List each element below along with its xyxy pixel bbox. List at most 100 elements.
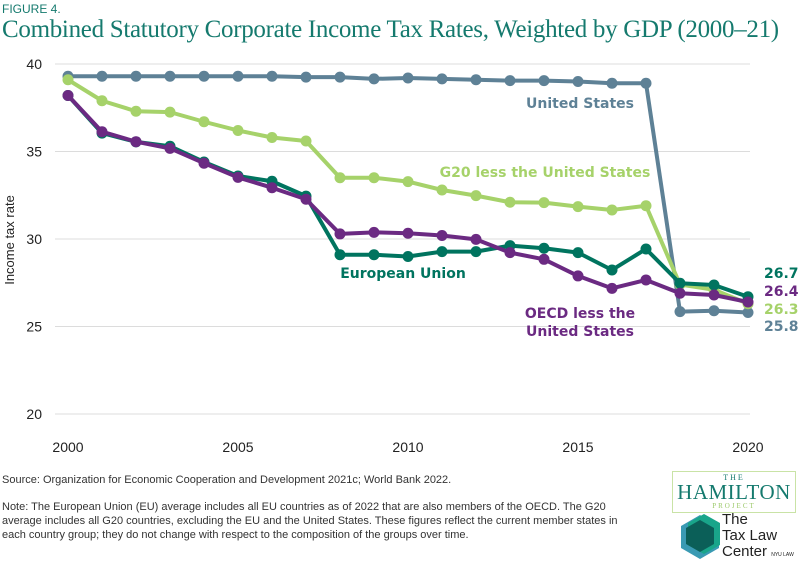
data-point	[436, 246, 448, 258]
data-point	[334, 228, 346, 240]
series-label: G20 less the United States	[440, 165, 651, 181]
data-point	[130, 105, 142, 117]
end-value-label: 25.8	[764, 319, 799, 335]
data-point	[164, 70, 176, 82]
data-point	[708, 305, 720, 317]
data-point	[368, 73, 380, 85]
logo-text: Tax Law	[722, 527, 778, 544]
data-point	[538, 242, 550, 254]
data-point	[708, 279, 720, 291]
data-point	[640, 200, 652, 212]
x-tick-label: 2005	[222, 439, 253, 455]
data-point	[368, 172, 380, 184]
data-point	[470, 246, 482, 258]
note-text: Note: The European Union (EU) average in…	[2, 501, 618, 541]
data-point	[606, 204, 618, 216]
y-tick-label: 20	[26, 406, 42, 422]
logo-text: THE	[673, 473, 795, 482]
data-point	[62, 74, 74, 86]
data-point	[300, 193, 312, 205]
data-point	[674, 287, 686, 299]
data-point	[198, 157, 210, 169]
data-point	[436, 230, 448, 241]
data-point	[436, 184, 448, 196]
data-point	[198, 116, 210, 128]
x-tick-label: 2010	[392, 439, 423, 455]
x-tick-label: 2015	[562, 439, 593, 455]
x-tick-label: 2020	[732, 439, 763, 455]
data-point	[470, 233, 482, 245]
data-point	[504, 196, 516, 208]
end-value-label: 26.7	[764, 266, 799, 282]
y-tick-label: 35	[26, 144, 42, 160]
data-point	[402, 176, 414, 188]
data-point	[300, 135, 312, 147]
series-label: European Union	[340, 266, 466, 282]
data-point	[606, 77, 618, 89]
data-point	[572, 76, 584, 87]
logo-text: The	[722, 511, 748, 528]
chart-title: Combined Statutory Corporate Income Tax …	[2, 16, 779, 43]
data-point	[232, 125, 244, 136]
data-point	[334, 172, 346, 184]
y-tick-label: 40	[26, 56, 42, 72]
data-point	[572, 201, 584, 213]
series-label: OECD less the	[525, 306, 635, 322]
y-axis-label: Income tax rate	[2, 195, 17, 285]
data-point	[96, 126, 108, 138]
data-point	[470, 74, 482, 86]
data-point	[538, 75, 550, 87]
data-point	[470, 190, 482, 202]
data-point	[742, 307, 754, 318]
data-point	[436, 73, 448, 85]
data-point	[606, 282, 618, 294]
data-point	[62, 90, 74, 101]
data-point	[538, 197, 550, 209]
data-point	[164, 142, 176, 154]
data-point	[708, 289, 720, 301]
data-point	[232, 171, 244, 183]
data-point	[266, 182, 278, 194]
logo-text: NYU LAW	[771, 552, 794, 558]
data-point	[334, 249, 346, 261]
logo-text: Center NYU LAW	[722, 544, 794, 563]
data-point	[368, 249, 380, 261]
data-point	[572, 270, 584, 282]
logo-text: PROJECT	[712, 502, 756, 510]
data-point	[640, 274, 652, 286]
data-point	[266, 132, 278, 143]
end-value-label: 26.4	[764, 284, 799, 300]
y-tick-label: 25	[26, 319, 42, 335]
data-point	[130, 136, 142, 148]
logo-text: HAMILTON	[677, 480, 791, 504]
data-point	[402, 227, 414, 239]
line-chart: 20 25 30 35 40 2000 2005 2010 2015 2020 Income tax…	[2, 56, 799, 455]
series-label: United States	[526, 324, 634, 340]
hamilton-project-logo: THE HAMILTON PROJECT	[672, 471, 796, 513]
data-point	[742, 296, 754, 308]
data-point	[504, 75, 516, 87]
data-point	[368, 226, 380, 238]
data-point	[640, 77, 652, 89]
data-point	[538, 253, 550, 265]
data-point	[402, 251, 414, 262]
tax-law-center-hexagon-icon	[681, 514, 720, 559]
data-point	[606, 264, 618, 276]
data-point	[164, 106, 176, 118]
series-label: United States	[526, 96, 634, 112]
data-point	[130, 70, 142, 82]
end-value-label: 26.3	[764, 302, 799, 318]
data-point	[504, 247, 516, 259]
tax-law-center-logo: The Tax Law Center NYU LAW	[722, 512, 794, 563]
data-point	[96, 95, 108, 107]
data-point	[640, 243, 652, 255]
data-point	[232, 70, 244, 82]
x-tick-label: 2000	[52, 439, 83, 455]
data-point	[572, 247, 584, 259]
data-point	[402, 72, 414, 84]
figure-label: FIGURE 4.	[2, 2, 61, 16]
data-point	[198, 70, 210, 82]
data-point	[96, 70, 108, 82]
logo-text: Center	[722, 543, 768, 560]
